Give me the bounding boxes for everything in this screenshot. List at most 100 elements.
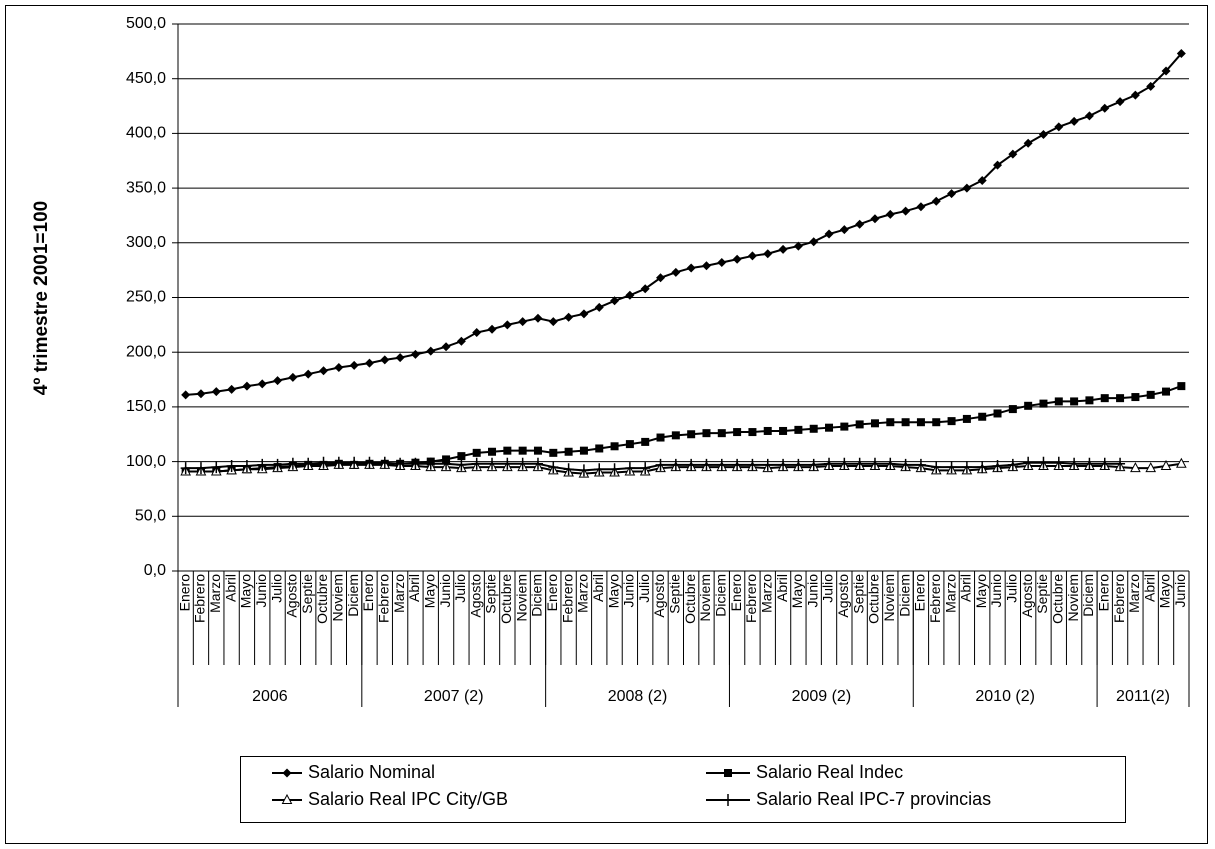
- marker: [824, 229, 834, 239]
- marker: [809, 237, 819, 247]
- marker: [410, 457, 421, 470]
- marker: [1084, 111, 1094, 121]
- x-tick-label: Julio: [636, 574, 652, 603]
- marker: [1024, 401, 1033, 410]
- x-tick-label: Marzo: [1126, 574, 1142, 613]
- marker: [456, 458, 467, 471]
- y-axis-label: 4º trimestre 2001=100: [31, 201, 52, 395]
- marker: [579, 309, 589, 319]
- marker: [227, 384, 237, 394]
- marker: [701, 458, 712, 471]
- marker: [564, 447, 573, 456]
- marker: [1130, 90, 1140, 100]
- marker: [855, 219, 865, 229]
- marker: [532, 457, 543, 470]
- marker: [426, 346, 436, 356]
- marker: [502, 320, 512, 330]
- marker: [716, 458, 727, 471]
- legend-label: Salario Real Indec: [756, 762, 903, 782]
- x-tick-label: Enero: [360, 574, 376, 612]
- x-tick-label: Mayo: [238, 574, 254, 608]
- marker: [886, 418, 895, 427]
- marker: [1176, 457, 1187, 468]
- marker: [839, 225, 849, 235]
- x-tick-label: Diciem: [712, 574, 728, 617]
- marker: [748, 428, 757, 437]
- x-tick-label: Diciem: [529, 574, 545, 617]
- marker: [1177, 382, 1186, 391]
- marker: [962, 414, 971, 423]
- marker: [364, 456, 375, 469]
- marker: [824, 457, 835, 470]
- marker: [946, 461, 957, 474]
- marker: [609, 463, 620, 476]
- marker: [1008, 149, 1018, 159]
- x-tick-label: Junio: [1172, 574, 1188, 608]
- x-tick-label: Octubre: [314, 574, 330, 624]
- marker: [425, 457, 436, 470]
- x-tick-label: Abril: [222, 574, 238, 602]
- x-tick-label: Abril: [774, 574, 790, 602]
- marker: [303, 369, 313, 379]
- marker: [364, 358, 374, 368]
- x-tick-label: Octubre: [1049, 574, 1065, 624]
- x-tick-label: Agosto: [467, 574, 483, 618]
- marker: [977, 461, 988, 474]
- x-tick-label: Noviem: [1065, 574, 1081, 621]
- marker: [1115, 97, 1125, 107]
- marker: [870, 214, 880, 224]
- marker: [595, 444, 604, 453]
- marker: [1099, 457, 1110, 470]
- marker: [282, 768, 292, 778]
- marker: [257, 458, 268, 471]
- x-tick-label: Enero: [912, 574, 928, 612]
- legend-label: Salario Real IPC City/GB: [308, 789, 508, 809]
- x-tick-label: Junio: [253, 574, 269, 608]
- marker: [794, 425, 803, 434]
- x-tick-label: Junio: [988, 574, 1004, 608]
- x-tick-label: Marzo: [391, 574, 407, 613]
- marker: [441, 342, 451, 352]
- marker: [723, 794, 733, 806]
- marker: [687, 430, 696, 439]
- x-tick-label: Noviem: [330, 574, 346, 621]
- marker: [1146, 81, 1156, 91]
- marker: [242, 381, 252, 391]
- marker: [610, 296, 620, 306]
- marker: [808, 458, 819, 471]
- marker: [1070, 397, 1079, 406]
- x-tick-label: Febrero: [375, 574, 391, 623]
- marker: [915, 458, 926, 471]
- marker: [1115, 457, 1126, 470]
- x-tick-label: Mayo: [605, 574, 621, 608]
- marker: [487, 324, 497, 334]
- chart-border: [5, 5, 1208, 844]
- y-tick-label: 400,0: [126, 125, 166, 142]
- x-tick-label: Febrero: [1111, 574, 1127, 623]
- marker: [1054, 122, 1064, 132]
- marker: [273, 376, 283, 386]
- marker: [1084, 457, 1095, 470]
- marker: [793, 241, 803, 251]
- marker: [257, 379, 267, 389]
- marker: [854, 457, 865, 470]
- marker: [564, 312, 574, 322]
- marker: [977, 175, 987, 185]
- marker: [1162, 387, 1171, 396]
- marker: [825, 423, 834, 432]
- x-tick-label: Febrero: [743, 574, 759, 623]
- marker: [733, 428, 742, 437]
- marker: [885, 457, 896, 470]
- marker: [517, 457, 528, 470]
- marker: [195, 462, 206, 475]
- marker: [655, 458, 666, 471]
- marker: [993, 160, 1003, 170]
- marker: [287, 457, 298, 470]
- marker: [334, 363, 344, 373]
- marker: [471, 457, 482, 470]
- marker: [1161, 66, 1171, 76]
- marker: [241, 459, 252, 472]
- marker: [1100, 394, 1109, 403]
